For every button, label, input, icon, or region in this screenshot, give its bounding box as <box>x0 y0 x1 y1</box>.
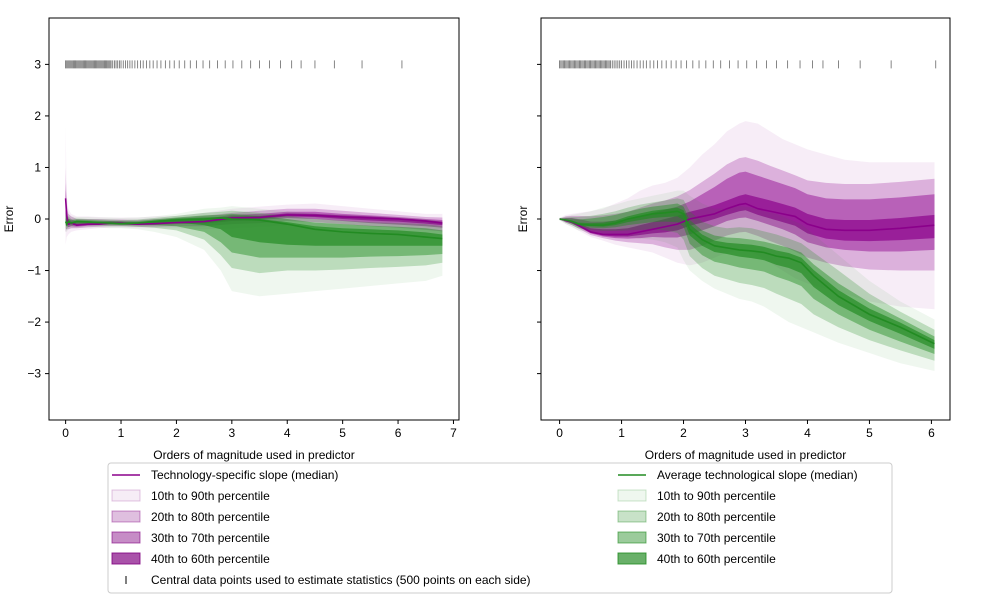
x-tick-label: 3 <box>742 426 749 440</box>
y-tick-label: −1 <box>27 264 41 278</box>
x-tick-label: 2 <box>173 426 180 440</box>
x-tick-label: 5 <box>339 426 346 440</box>
legend-band-swatch <box>111 510 141 523</box>
x-tick-label: 6 <box>395 426 402 440</box>
series-average-technological <box>559 190 935 372</box>
median-line-average-technological <box>64 217 443 240</box>
legend-band-swatch <box>111 531 141 544</box>
rug-marks <box>559 60 937 69</box>
band-p20-p80 <box>65 210 443 274</box>
y-tick-label: 2 <box>34 109 41 123</box>
median-line-technology-specific <box>559 202 935 236</box>
x-axis-label: Orders of magnitude used in predictor <box>153 448 354 462</box>
band-p10-p90 <box>65 126 443 245</box>
band-p30-p70 <box>559 203 935 355</box>
legend-band-swatch <box>111 552 141 565</box>
x-axis-label: Orders of magnitude used in predictor <box>645 448 846 462</box>
left-panel: 0 1 2 3 4 5 6 7 −3 −2 −1 0 1 2 3 Orders of magnitude us… <box>2 17 460 462</box>
y-tick-label: 3 <box>34 57 41 71</box>
right-panel: 0 1 2 3 4 5 6 Orders of magnitude used in predi… <box>516 17 951 462</box>
legend-box <box>107 462 893 594</box>
x-tick-label: 1 <box>118 426 125 440</box>
median-line-average-technological <box>559 210 935 345</box>
legend-band-swatch <box>111 489 141 502</box>
y-tick-label: −3 <box>27 367 41 381</box>
legend-label: Average technological slope (median) <box>657 468 858 482</box>
plot-area <box>559 60 937 372</box>
band-p10-p90 <box>559 121 935 310</box>
legend-band-swatch <box>617 510 647 523</box>
x-tick-label: 4 <box>804 426 811 440</box>
x-tick-label: 0 <box>556 426 563 440</box>
x-tick-label: 7 <box>450 426 457 440</box>
band-p20-p80 <box>559 157 935 271</box>
y-tick-label: 1 <box>34 160 41 174</box>
rug-marks <box>65 60 403 69</box>
x-tick-label: 5 <box>866 426 873 440</box>
median-line-technology-specific <box>64 198 443 226</box>
legend-band-swatch <box>617 552 647 565</box>
legend: Technology-specific slope (median) 10th t… <box>107 462 893 594</box>
legend-band-swatch <box>617 531 647 544</box>
legend-label: 20th to 80th percentile <box>151 510 270 524</box>
series-average-technological <box>65 206 443 297</box>
legend-label: 30th to 70th percentile <box>151 531 270 545</box>
legend-label: 40th to 60th percentile <box>151 552 270 566</box>
x-tick-label: 1 <box>618 426 625 440</box>
legend-label: 10th to 90th percentile <box>657 489 776 503</box>
band-p20-p80 <box>559 198 935 361</box>
legend-label: Technology-specific slope (median) <box>151 468 338 482</box>
y-tick-label: −2 <box>27 315 41 329</box>
x-tick-label: 0 <box>62 426 69 440</box>
x-tick-label: 6 <box>928 426 935 440</box>
x-tick-label: 3 <box>228 426 235 440</box>
x-tick-label: 4 <box>284 426 291 440</box>
y-tick-label: 0 <box>34 212 41 226</box>
legend-band-swatch <box>617 489 647 502</box>
y-axis-label: Error <box>516 206 530 233</box>
legend-label: Central data points used to estimate sta… <box>151 573 531 587</box>
legend-label: 20th to 80th percentile <box>657 510 776 524</box>
band-p10-p90 <box>559 190 935 372</box>
legend-label: 40th to 60th percentile <box>657 552 776 566</box>
legend-label: 10th to 90th percentile <box>151 489 270 503</box>
legend-label: 30th to 70th percentile <box>657 531 776 545</box>
plot-area <box>64 60 443 297</box>
x-tick-label: 2 <box>680 426 687 440</box>
y-axis-label: Error <box>2 206 16 233</box>
band-p40-p60 <box>65 216 443 246</box>
